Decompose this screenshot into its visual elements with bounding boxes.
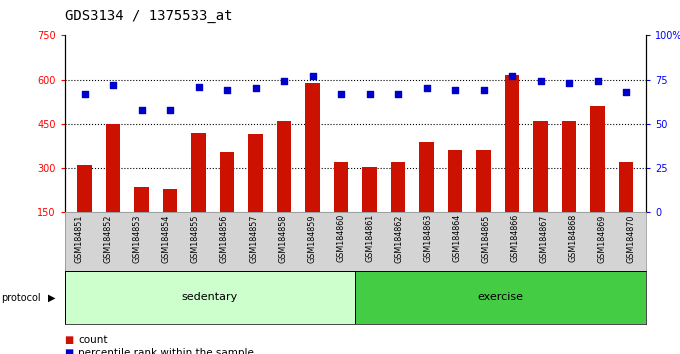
Bar [248, 134, 262, 212]
Point [421, 86, 432, 91]
Point [564, 80, 575, 86]
Point [165, 107, 175, 113]
Point [222, 87, 233, 93]
Text: GSM184870: GSM184870 [627, 214, 636, 263]
Bar [220, 152, 234, 212]
Point [364, 91, 375, 97]
Bar [106, 124, 120, 212]
Point [250, 86, 261, 91]
Text: GSM184869: GSM184869 [598, 214, 607, 263]
Text: ■: ■ [65, 348, 74, 354]
Bar [533, 121, 547, 212]
Bar [505, 75, 519, 212]
Text: GDS3134 / 1375533_at: GDS3134 / 1375533_at [65, 9, 232, 23]
Bar [277, 121, 291, 212]
Bar [65, 271, 355, 324]
Text: GSM184862: GSM184862 [394, 214, 403, 263]
Bar [362, 167, 377, 212]
Text: GSM184867: GSM184867 [540, 214, 549, 263]
Point [79, 91, 90, 97]
Text: GSM184866: GSM184866 [511, 214, 520, 262]
Text: GSM184865: GSM184865 [481, 214, 490, 263]
Bar [420, 142, 434, 212]
Bar [590, 106, 605, 212]
Bar [192, 133, 205, 212]
Bar [477, 150, 491, 212]
Text: GSM184868: GSM184868 [569, 214, 578, 262]
Point [478, 87, 489, 93]
Bar [448, 150, 462, 212]
Bar [355, 271, 646, 324]
Bar [334, 162, 348, 212]
Text: GSM184860: GSM184860 [337, 214, 345, 262]
Bar [562, 121, 576, 212]
Text: sedentary: sedentary [182, 292, 238, 302]
Bar [163, 189, 177, 212]
Text: protocol: protocol [1, 293, 40, 303]
Text: GSM184863: GSM184863 [424, 214, 432, 262]
Point [392, 91, 403, 97]
Text: ■: ■ [65, 335, 74, 344]
Bar [305, 82, 320, 212]
Bar [619, 162, 633, 212]
Bar [391, 162, 405, 212]
Text: percentile rank within the sample: percentile rank within the sample [78, 348, 254, 354]
Bar [135, 187, 149, 212]
Point [535, 79, 546, 84]
Text: GSM184861: GSM184861 [365, 214, 374, 262]
Text: GSM184854: GSM184854 [162, 214, 171, 263]
Point [279, 79, 290, 84]
Point [449, 87, 460, 93]
Text: GSM184851: GSM184851 [75, 214, 84, 263]
Text: ▶: ▶ [48, 293, 56, 303]
Text: GSM184856: GSM184856 [220, 214, 229, 263]
Point [336, 91, 347, 97]
Text: GSM184864: GSM184864 [453, 214, 462, 262]
Text: GSM184858: GSM184858 [278, 214, 287, 263]
Text: GSM184859: GSM184859 [307, 214, 316, 263]
Bar [78, 165, 92, 212]
Text: GSM184855: GSM184855 [191, 214, 200, 263]
Text: GSM184853: GSM184853 [133, 214, 141, 263]
Point [107, 82, 118, 88]
Text: GSM184852: GSM184852 [104, 214, 113, 263]
Point [193, 84, 204, 90]
Point [507, 73, 517, 79]
Point [621, 89, 632, 95]
Text: exercise: exercise [477, 292, 524, 302]
Point [592, 79, 603, 84]
Text: GSM184857: GSM184857 [249, 214, 258, 263]
Point [136, 107, 147, 113]
Point [307, 73, 318, 79]
Text: count: count [78, 335, 107, 344]
